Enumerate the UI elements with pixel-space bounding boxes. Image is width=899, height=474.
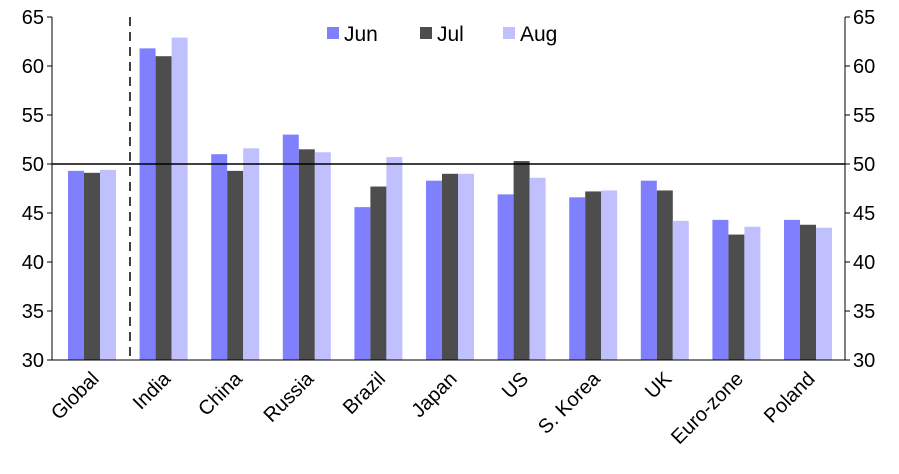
bar-jul [585, 191, 602, 360]
bar-jun [426, 180, 442, 360]
y-tick-label-right: 45 [853, 203, 875, 225]
y-tick-label: 50 [22, 154, 44, 176]
bar-jun [712, 219, 729, 360]
y-tick-label: 35 [22, 301, 44, 323]
legend-swatch-jun [327, 27, 339, 39]
bar-aug [672, 220, 689, 360]
legend-label-aug: Aug [520, 23, 557, 46]
bar-jul [370, 186, 387, 360]
bar-jun [68, 170, 84, 360]
bar-jun [640, 180, 657, 360]
y-tick-label: 60 [22, 56, 44, 78]
bar-jun [784, 219, 800, 360]
bar-aug [100, 169, 116, 360]
x-tick-label: Brazil [339, 368, 390, 419]
bar-jul [656, 190, 673, 360]
x-tick-label: US [498, 368, 533, 403]
x-tick-label: India [129, 367, 176, 414]
bar-jul [513, 161, 530, 360]
bar-jul [442, 173, 458, 360]
y-tick-label: 65 [22, 7, 44, 29]
bar-jul [84, 172, 100, 360]
bar-aug [816, 227, 832, 360]
y-tick-label-right: 55 [853, 105, 875, 127]
bar-aug [744, 226, 761, 360]
x-tick-label: Global [47, 368, 103, 424]
x-tick-label: S. Korea [534, 367, 605, 438]
x-tick-label: Poland [760, 368, 820, 428]
y-tick-label-right: 50 [853, 154, 875, 176]
bar-jul [298, 149, 315, 360]
bar-aug [458, 173, 474, 360]
bar-aug [171, 37, 188, 360]
bar-jul [227, 170, 244, 360]
bar-aug [529, 177, 546, 360]
bar-jun [497, 194, 514, 360]
legend-label-jun: Jun [344, 23, 378, 46]
bar-aug [243, 148, 260, 360]
y-tick-label: 45 [22, 203, 44, 225]
x-tick-label: China [194, 367, 247, 420]
y-tick-label-right: 40 [853, 252, 875, 274]
y-tick-label-right: 35 [853, 301, 875, 323]
bar-jun [139, 48, 156, 361]
y-tick-label-right: 30 [853, 350, 875, 372]
bar-aug [601, 190, 618, 360]
bar-jun [354, 207, 371, 360]
bar-aug [314, 152, 331, 360]
bar-jul [728, 234, 745, 360]
legend-label-jul: Jul [437, 23, 464, 46]
y-tick-label: 55 [22, 105, 44, 127]
y-tick-label: 30 [22, 350, 44, 372]
bar-aug [386, 157, 403, 360]
x-tick-label: Russia [260, 367, 319, 426]
legend-swatch-aug [503, 27, 515, 39]
x-tick-label: Japan [407, 368, 461, 422]
bar-jul [800, 224, 816, 360]
bar-jun [282, 134, 299, 360]
x-tick-label: Euro-zone [667, 368, 748, 449]
y-tick-label-right: 60 [853, 56, 875, 78]
bar-jun [569, 197, 586, 360]
bar-jun [211, 154, 228, 360]
y-tick-label: 40 [22, 252, 44, 274]
legend-swatch-jul [420, 27, 432, 39]
y-tick-label-right: 65 [853, 7, 875, 29]
x-tick-label: UK [641, 368, 677, 404]
bar-jul [155, 56, 172, 360]
